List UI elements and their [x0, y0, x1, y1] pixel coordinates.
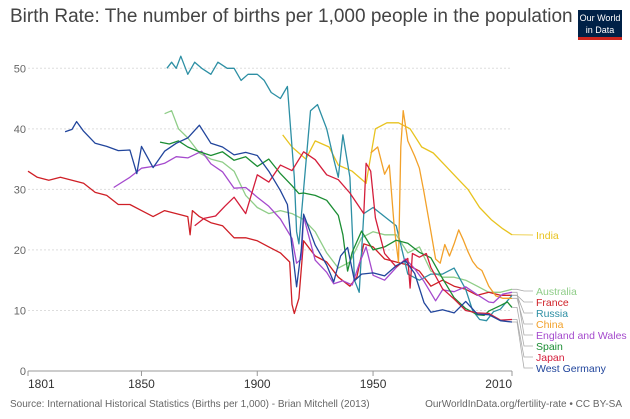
logo-line-1: Our World — [579, 13, 621, 23]
legend-connector — [512, 291, 533, 336]
legend-connector — [512, 319, 533, 358]
x-tick-label: 1850 — [128, 377, 155, 391]
y-tick-label: 50 — [14, 63, 26, 75]
series-line — [64, 120, 513, 323]
legend-label: Russia — [536, 308, 568, 320]
legend-connector — [512, 294, 533, 314]
x-tick-label: 1900 — [244, 377, 271, 391]
y-tick-label: 30 — [14, 184, 26, 196]
series-line — [164, 110, 513, 293]
legend-label: Spain — [536, 341, 563, 353]
source-note: Source: International Historical Statist… — [10, 399, 370, 410]
series-line — [166, 55, 513, 322]
x-tick-label: 1950 — [360, 377, 387, 391]
series-line — [159, 140, 513, 316]
series-line — [370, 110, 512, 299]
x-tick-labels: 1801 1850 1900 1950 2010 — [27, 371, 513, 391]
legend-connector — [512, 321, 533, 369]
y-tick-label: 0 — [20, 366, 26, 378]
legend-label: Australia — [536, 286, 577, 298]
legend-label: West Germany — [536, 363, 607, 375]
y-tick-labels: 0 10 20 30 40 50 — [14, 63, 26, 378]
series-lines — [27, 55, 513, 323]
legend-connector — [512, 288, 533, 292]
x-tick-label: 2010 — [485, 377, 512, 391]
logo-line-2: in Data — [585, 25, 615, 35]
owid-logo[interactable]: Our World in Data — [578, 10, 622, 40]
license-note[interactable]: OurWorldInData.org/fertility-rate • CC B… — [425, 399, 622, 410]
legend-label: India — [536, 230, 559, 242]
grid-lines — [28, 67, 512, 372]
legend-connector — [512, 297, 533, 325]
legend-label: Japan — [536, 352, 565, 364]
legend-label: France — [536, 297, 569, 309]
y-tick-label: 10 — [14, 305, 26, 317]
legend-connector — [512, 307, 533, 347]
x-tick-label: 1801 — [28, 377, 55, 391]
y-tick-label: 40 — [14, 124, 26, 136]
series-line — [282, 122, 513, 236]
series-line — [27, 170, 512, 315]
series-line — [194, 151, 513, 321]
legend-label: China — [536, 319, 564, 331]
series-line — [113, 150, 513, 304]
legend-label: England and Wales — [536, 330, 627, 342]
y-tick-label: 20 — [14, 245, 26, 257]
chart-title: Birth Rate: The number of births per 1,0… — [10, 6, 573, 27]
